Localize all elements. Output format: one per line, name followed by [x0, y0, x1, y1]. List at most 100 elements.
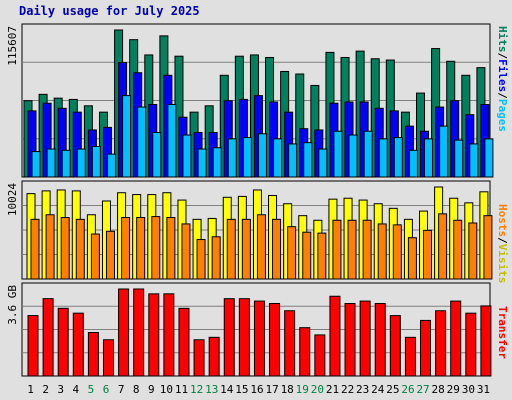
legend-hosts: Hosts [496, 204, 509, 237]
legend-sep: / [496, 92, 509, 99]
bar-transfer-day-17 [269, 303, 281, 377]
bar-pages-day-19 [303, 142, 313, 178]
bar-hosts-day-12 [196, 239, 206, 280]
bar-hosts-day-16 [256, 214, 266, 280]
x-tick-label-day-15: 15 [235, 383, 248, 396]
bar-pages-day-6 [106, 153, 116, 178]
x-tick-label-day-9: 9 [148, 383, 155, 396]
bar-transfer-day-29 [450, 300, 462, 377]
bar-pages-day-16 [257, 133, 267, 178]
bar-hosts-day-20 [317, 232, 327, 280]
bar-hosts-day-6 [105, 230, 115, 280]
bar-pages-day-4 [76, 148, 86, 178]
x-tick-label-day-6: 6 [103, 383, 110, 396]
bar-pages-day-27 [424, 138, 434, 178]
bar-transfer-day-14 [223, 298, 235, 377]
chart-title: Daily usage for July 2025 [19, 4, 200, 18]
y-max-label: 3.6 GB [6, 285, 19, 325]
bar-hosts-day-14 [226, 218, 236, 280]
bar-hosts-day-11 [181, 223, 191, 280]
x-tick-label-day-1: 1 [27, 383, 34, 396]
legend-hits-files-pages: Hits/Files/Pages [496, 26, 509, 132]
x-tick-label-day-26: 26 [401, 383, 414, 396]
bar-pages-day-2 [46, 148, 56, 178]
bar-transfer-day-20 [314, 334, 326, 377]
panel-transfer: 3.6 GB [6, 282, 492, 377]
bar-pages-day-3 [61, 149, 71, 178]
bar-transfer-day-7 [118, 288, 130, 377]
bar-pages-day-28 [439, 125, 449, 178]
x-tick-label-day-8: 8 [133, 383, 140, 396]
bar-transfer-day-16 [253, 300, 265, 377]
x-tick-label-day-4: 4 [73, 383, 80, 396]
bar-transfer-day-12 [193, 339, 205, 377]
bar-hosts-day-10 [166, 217, 176, 280]
bar-transfer-day-23 [359, 300, 371, 377]
bar-transfer-day-5 [87, 332, 99, 377]
x-tick-label-day-11: 11 [175, 383, 188, 396]
bar-hosts-day-25 [392, 224, 402, 280]
x-tick-label-day-24: 24 [371, 383, 385, 396]
bar-pages-day-17 [273, 138, 283, 178]
x-tick-label-day-28: 28 [432, 383, 445, 396]
x-tick-label-day-22: 22 [341, 383, 354, 396]
legend-sep: / [496, 237, 509, 244]
x-tick-label-day-25: 25 [386, 383, 399, 396]
bar-hosts-day-29 [453, 219, 463, 280]
bar-transfer-day-3 [57, 307, 69, 377]
bar-pages-day-20 [318, 148, 328, 178]
x-tick-label-day-27: 27 [416, 383, 429, 396]
panel-visits-hosts: 10024 [6, 180, 493, 280]
y-max-label: 115607 [6, 26, 19, 66]
bar-pages-day-12 [197, 148, 207, 178]
bar-transfer-day-11 [178, 307, 190, 377]
x-tick-label-day-29: 29 [447, 383, 460, 396]
legend-transfer: Transfer [496, 306, 509, 359]
legend-hosts-visits: Hosts/Visits [496, 204, 509, 284]
bar-hosts-day-7 [121, 217, 131, 280]
bar-pages-day-31 [484, 138, 494, 178]
bar-hosts-day-28 [438, 213, 448, 280]
x-tick-label-day-23: 23 [356, 383, 369, 396]
bar-transfer-day-4 [72, 312, 84, 377]
bar-transfer-day-22 [344, 303, 356, 377]
bar-pages-day-25 [393, 137, 403, 178]
bar-pages-day-8 [137, 106, 147, 178]
bar-hosts-day-24 [377, 223, 387, 280]
legend-sep: / [496, 53, 509, 60]
bar-pages-day-9 [152, 131, 162, 178]
bar-hosts-day-9 [151, 216, 161, 280]
bar-pages-day-18 [288, 143, 298, 178]
bar-transfer-day-27 [420, 319, 432, 377]
bar-transfer-day-2 [42, 298, 54, 377]
bar-transfer-day-10 [163, 293, 175, 377]
bar-transfer-day-15 [238, 298, 250, 377]
bar-pages-day-11 [182, 134, 192, 178]
bar-transfer-day-13 [208, 336, 220, 377]
bar-pages-day-10 [167, 104, 177, 178]
bar-pages-day-5 [91, 145, 101, 178]
y-max-label: 10024 [6, 183, 19, 216]
bar-pages-day-26 [408, 149, 418, 178]
bar-transfer-day-26 [404, 336, 416, 377]
bar-transfer-day-19 [299, 327, 311, 377]
bar-pages-day-24 [378, 138, 388, 178]
x-tick-label-day-12: 12 [190, 383, 203, 396]
bar-hosts-day-5 [90, 233, 100, 280]
bar-hosts-day-8 [136, 217, 146, 280]
x-tick-label-day-18: 18 [281, 383, 294, 396]
bar-transfer-day-9 [148, 293, 160, 377]
bar-hosts-day-19 [302, 231, 312, 280]
panel-hits-files-pages: 115607 [6, 23, 494, 178]
bar-transfer-day-8 [133, 288, 145, 377]
legend-visits: Visits [496, 244, 509, 284]
bar-hosts-day-17 [272, 218, 282, 280]
bar-pages-day-29 [454, 139, 464, 178]
bar-hosts-day-1 [30, 218, 40, 280]
bar-hosts-day-3 [60, 217, 70, 280]
bar-hosts-day-22 [347, 219, 357, 280]
bar-transfer-day-28 [435, 310, 447, 377]
x-tick-label-day-30: 30 [462, 383, 475, 396]
bar-pages-day-14 [227, 138, 237, 178]
